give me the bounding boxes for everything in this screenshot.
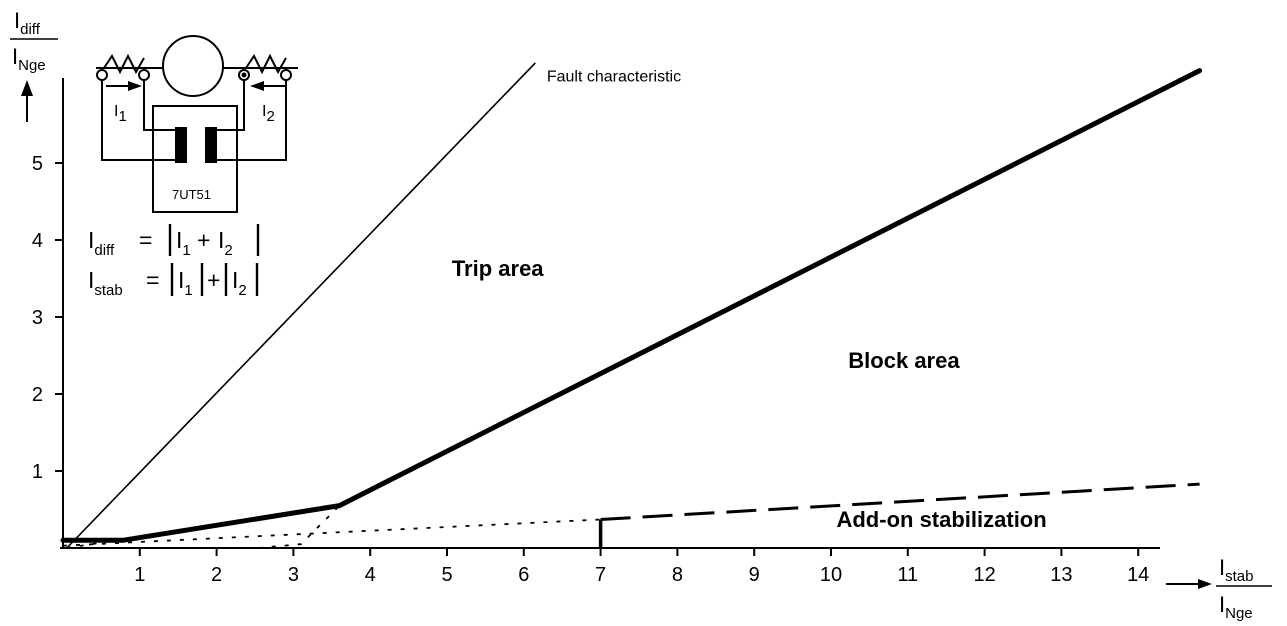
y-label-num-main: I	[14, 8, 20, 33]
relay-coil-right	[205, 127, 217, 163]
device-label: 7UT51	[172, 187, 211, 202]
series-line-2-dashed	[600, 482, 1200, 521]
formula-diff-eq: =	[139, 227, 152, 253]
series-line-0-thin-solid	[66, 62, 536, 549]
x-axis-ticks: 1 2 3 4 5 6 7 8 9 10 11 12 13 14	[134, 548, 1149, 586]
wire-right-inner	[210, 80, 245, 131]
x-tick-label-10: 10	[820, 564, 842, 586]
formula-diff-plus: +	[197, 227, 210, 253]
x-label-arrow-head	[1198, 579, 1212, 589]
generator-symbol	[162, 35, 224, 97]
y-tick-label-2: 2	[32, 384, 43, 406]
terminal-right-outer	[280, 69, 292, 81]
formula-stab-i1-sub: 1	[184, 282, 192, 299]
y-tick-label-1: 1	[32, 461, 43, 483]
series-layer	[60, 62, 1203, 549]
current-1-label-sub: 1	[118, 108, 126, 125]
formula-stab-eq: =	[146, 267, 159, 293]
svg-text:I2: I2	[262, 103, 275, 125]
terminal-left-inner	[138, 69, 150, 81]
current-arrow-1-head	[128, 81, 142, 91]
formula-stab-lhs-sub: stab	[94, 282, 122, 299]
formula-diff-i2-main: I	[218, 227, 224, 253]
terminal-left-outer	[96, 69, 108, 81]
formula-stab-plus: +	[207, 267, 220, 293]
series-line-5-dotted	[258, 504, 341, 549]
y-label-den-sub: Nge	[18, 57, 46, 74]
formula-diff: Idiff = I1 + I2	[88, 224, 260, 259]
fault-characteristic-label: Fault characteristic	[547, 68, 681, 85]
relay-box	[152, 105, 238, 213]
formula-stab-i2-sub: 2	[238, 282, 246, 299]
svg-text:INge: INge	[12, 44, 46, 74]
formula-stab-i1-main: I	[178, 267, 184, 293]
formula-diff-i2-sub: 2	[224, 242, 232, 259]
svg-text:INge: INge	[1219, 592, 1253, 622]
svg-text:Idiff: Idiff	[88, 227, 115, 259]
formula-stab-lhs-main: I	[88, 267, 94, 293]
y-label-den-main: I	[12, 44, 18, 69]
formula-diff-lhs-sub: diff	[94, 242, 115, 259]
y-tick-label-4: 4	[32, 230, 43, 252]
terminal-right-inner-dot	[241, 72, 247, 78]
wire-right-outer	[210, 80, 287, 161]
wire-left-outer	[101, 80, 176, 161]
relay-coil-left	[175, 127, 187, 163]
svg-text:Istab: Istab	[1219, 555, 1253, 585]
x-tick-label-3: 3	[288, 564, 299, 586]
series-line-1-thick-solid	[60, 68, 1203, 543]
x-axis-label: Istab INge	[1166, 555, 1272, 622]
ct-winding-right	[245, 53, 287, 75]
x-tick-label-2: 2	[211, 564, 222, 586]
formula-stab: Istab = I1 + I2	[88, 263, 259, 299]
svg-text:I1: I1	[114, 103, 127, 125]
current-arrow-2-head	[250, 81, 264, 91]
y-label-num-sub: diff	[20, 21, 41, 38]
current-2-label-sub: 2	[266, 108, 274, 125]
current-2-label-main: I	[262, 103, 266, 120]
x-tick-label-1: 1	[134, 564, 145, 586]
series-line-4-dotted	[62, 518, 601, 547]
y-axis-label: Idiff INge	[10, 8, 58, 122]
x-tick-label-14: 14	[1127, 564, 1149, 586]
svg-text:I1: I1	[176, 227, 191, 259]
svg-text:I2: I2	[218, 227, 233, 259]
y-tick-label-3: 3	[32, 307, 43, 329]
current-1-label-main: I	[114, 103, 118, 120]
x-label-den-sub: Nge	[1225, 605, 1253, 622]
block-area-label: Block area	[848, 348, 960, 373]
x-label-num-main: I	[1219, 555, 1225, 580]
x-tick-label-12: 12	[973, 564, 995, 586]
svg-text:Idiff: Idiff	[14, 8, 41, 38]
y-label-arrow-head	[21, 80, 33, 96]
x-tick-label-9: 9	[749, 564, 760, 586]
x-tick-label-5: 5	[441, 564, 452, 586]
ct-winding-left	[103, 53, 145, 75]
svg-text:I1: I1	[178, 267, 193, 299]
y-axis-ticks: 1 2 3 4 5	[32, 153, 63, 483]
formula-diff-i1-sub: 1	[182, 242, 190, 259]
formula-diff-lhs-main: I	[88, 227, 94, 253]
wire-left-inner	[143, 80, 176, 131]
x-tick-label-8: 8	[672, 564, 683, 586]
x-tick-label-4: 4	[365, 564, 376, 586]
x-tick-label-13: 13	[1050, 564, 1072, 586]
x-label-den-main: I	[1219, 592, 1225, 617]
x-label-num-sub: stab	[1225, 568, 1253, 585]
svg-text:I2: I2	[232, 267, 247, 299]
trip-area-label: Trip area	[452, 256, 544, 281]
formula-diff-i1-main: I	[176, 227, 182, 253]
x-tick-label-11: 11	[897, 564, 918, 586]
y-tick-label-5: 5	[32, 153, 43, 175]
svg-text:Istab: Istab	[88, 267, 123, 299]
x-tick-label-7: 7	[595, 564, 606, 586]
formula-stab-i2-main: I	[232, 267, 238, 293]
x-tick-label-6: 6	[518, 564, 529, 586]
circuit-schematic	[96, 35, 298, 213]
add-on-stabilization-label: Add-on stabilization	[836, 507, 1046, 532]
